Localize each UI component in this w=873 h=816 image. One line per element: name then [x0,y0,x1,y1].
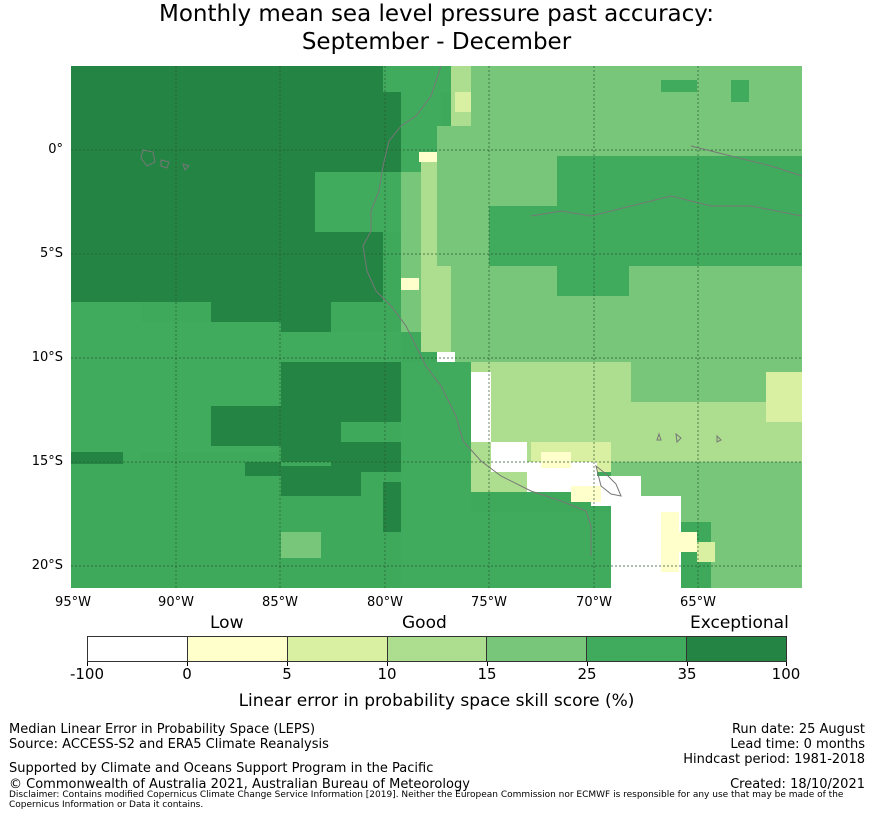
map-cell [679,532,697,552]
skill-map [71,66,802,588]
island-east-2 [716,434,722,443]
map-cell [629,266,802,296]
lat-label-0: 0° [48,142,63,157]
map-cell [71,302,141,462]
lat-label-10s: 10°S [31,350,63,365]
colorbar-segment [587,637,688,661]
map-cell [281,532,321,558]
country-border-north [530,195,802,217]
colorbar-segment [287,637,388,661]
info-support: Supported by Climate and Oceans Support … [9,761,434,776]
colorbar-tick-label: 35 [677,665,697,683]
colorbar-title: Linear error in probability space skill … [238,691,635,711]
map-cell [557,156,802,176]
colorbar-tick [587,662,588,666]
map-cell [245,462,281,476]
lat-label-5s: 5°S [39,246,63,261]
map-cell [71,452,123,464]
lon-label-85w: 85°W [262,595,298,610]
map-cell [401,362,471,588]
colorbar-segment [387,637,488,661]
country-border-east [690,145,802,177]
colorbar-tick [187,662,188,666]
info-leps: Median Linear Error in Probability Space… [9,722,316,737]
map-cell [571,486,601,502]
map-cell [455,92,471,112]
colorbar-segment [687,637,787,661]
lon-label-95w: 95°W [55,595,91,610]
colorbar-tick [786,662,787,666]
map-cell [766,372,802,422]
info-copyright: © Commonwealth of Australia 2021, Austra… [9,777,470,792]
colorbar-tick-label: 15 [477,665,497,683]
map-cell [211,406,281,446]
skill-map-svg [71,66,802,588]
info-lead-time: Lead time: 0 months [730,737,865,752]
map-cell [281,332,401,362]
title-line-1: Monthly mean sea level pressure past acc… [159,1,714,27]
colorbar-segment [487,637,588,661]
legend-category-low: Low [210,613,244,633]
map-cell [661,512,679,572]
colorbar-tick-label: 100 [771,665,801,683]
colorbar-tick [687,662,688,666]
map-cell [489,206,557,266]
map-cell [661,80,697,92]
lon-label-80w: 80°W [367,595,403,610]
colorbar-segment [88,637,188,661]
info-source: Source: ACCESS-S2 and ERA5 Climate Reana… [9,737,329,752]
colorbar [87,636,787,662]
lon-label-70w: 70°W [576,595,612,610]
coastline [140,66,802,556]
map-cell [491,442,527,472]
map-cell [281,362,401,422]
info-run-date: Run date: 25 August [731,722,865,737]
galapagos-3 [182,163,190,171]
colorbar-tick-label: 0 [182,665,192,683]
skill-cells [71,66,802,588]
colorbar-tick [287,662,288,666]
colorbar-tick-label: 25 [577,665,597,683]
colorbar-tick [487,662,488,666]
legend-category-good: Good [402,613,447,633]
chart-title: Monthly mean sea level pressure past acc… [0,0,873,56]
map-cell [541,452,571,468]
info-created: Created: 18/10/2021 [730,777,865,792]
lon-label-65w: 65°W [680,595,716,610]
map-cell [451,266,557,362]
colorbar-tick-label: 5 [282,665,292,683]
map-cell [731,80,749,102]
info-hindcast: Hindcast period: 1981-2018 [683,752,865,767]
map-cell [383,92,401,172]
island-east-1 [675,432,682,444]
map-cell [697,542,715,562]
colorbar-tick-label: 10 [377,665,397,683]
map-cell [315,172,401,232]
map-cell [661,486,802,522]
gridlines [71,66,802,588]
lake-titicaca [595,464,622,497]
galapagos-2 [160,159,170,169]
lat-label-15s: 15°S [31,454,63,469]
title-line-2: September - December [301,29,572,55]
map-cell [471,512,611,588]
map-cell [281,466,361,496]
colorbar-tick-label: -100 [69,665,105,683]
map-cell [419,152,437,162]
lon-label-90w: 90°W [158,595,194,610]
disclaimer: Disclaimer: Contains modified Copernicus… [9,790,844,810]
map-cell [711,522,802,588]
island-east-3 [656,432,662,441]
legend-category-exceptional: Exceptional [690,613,789,633]
colorbar-tick [387,662,388,666]
map-cell [401,278,419,290]
map-cell [401,172,421,332]
lat-label-20s: 20°S [31,558,63,573]
colorbar-tick [87,662,88,666]
galapagos-1 [140,149,156,167]
colorbar-segment [187,637,288,661]
map-cell [557,296,802,362]
coastline-south-america [362,66,592,556]
lon-label-75w: 75°W [471,595,507,610]
